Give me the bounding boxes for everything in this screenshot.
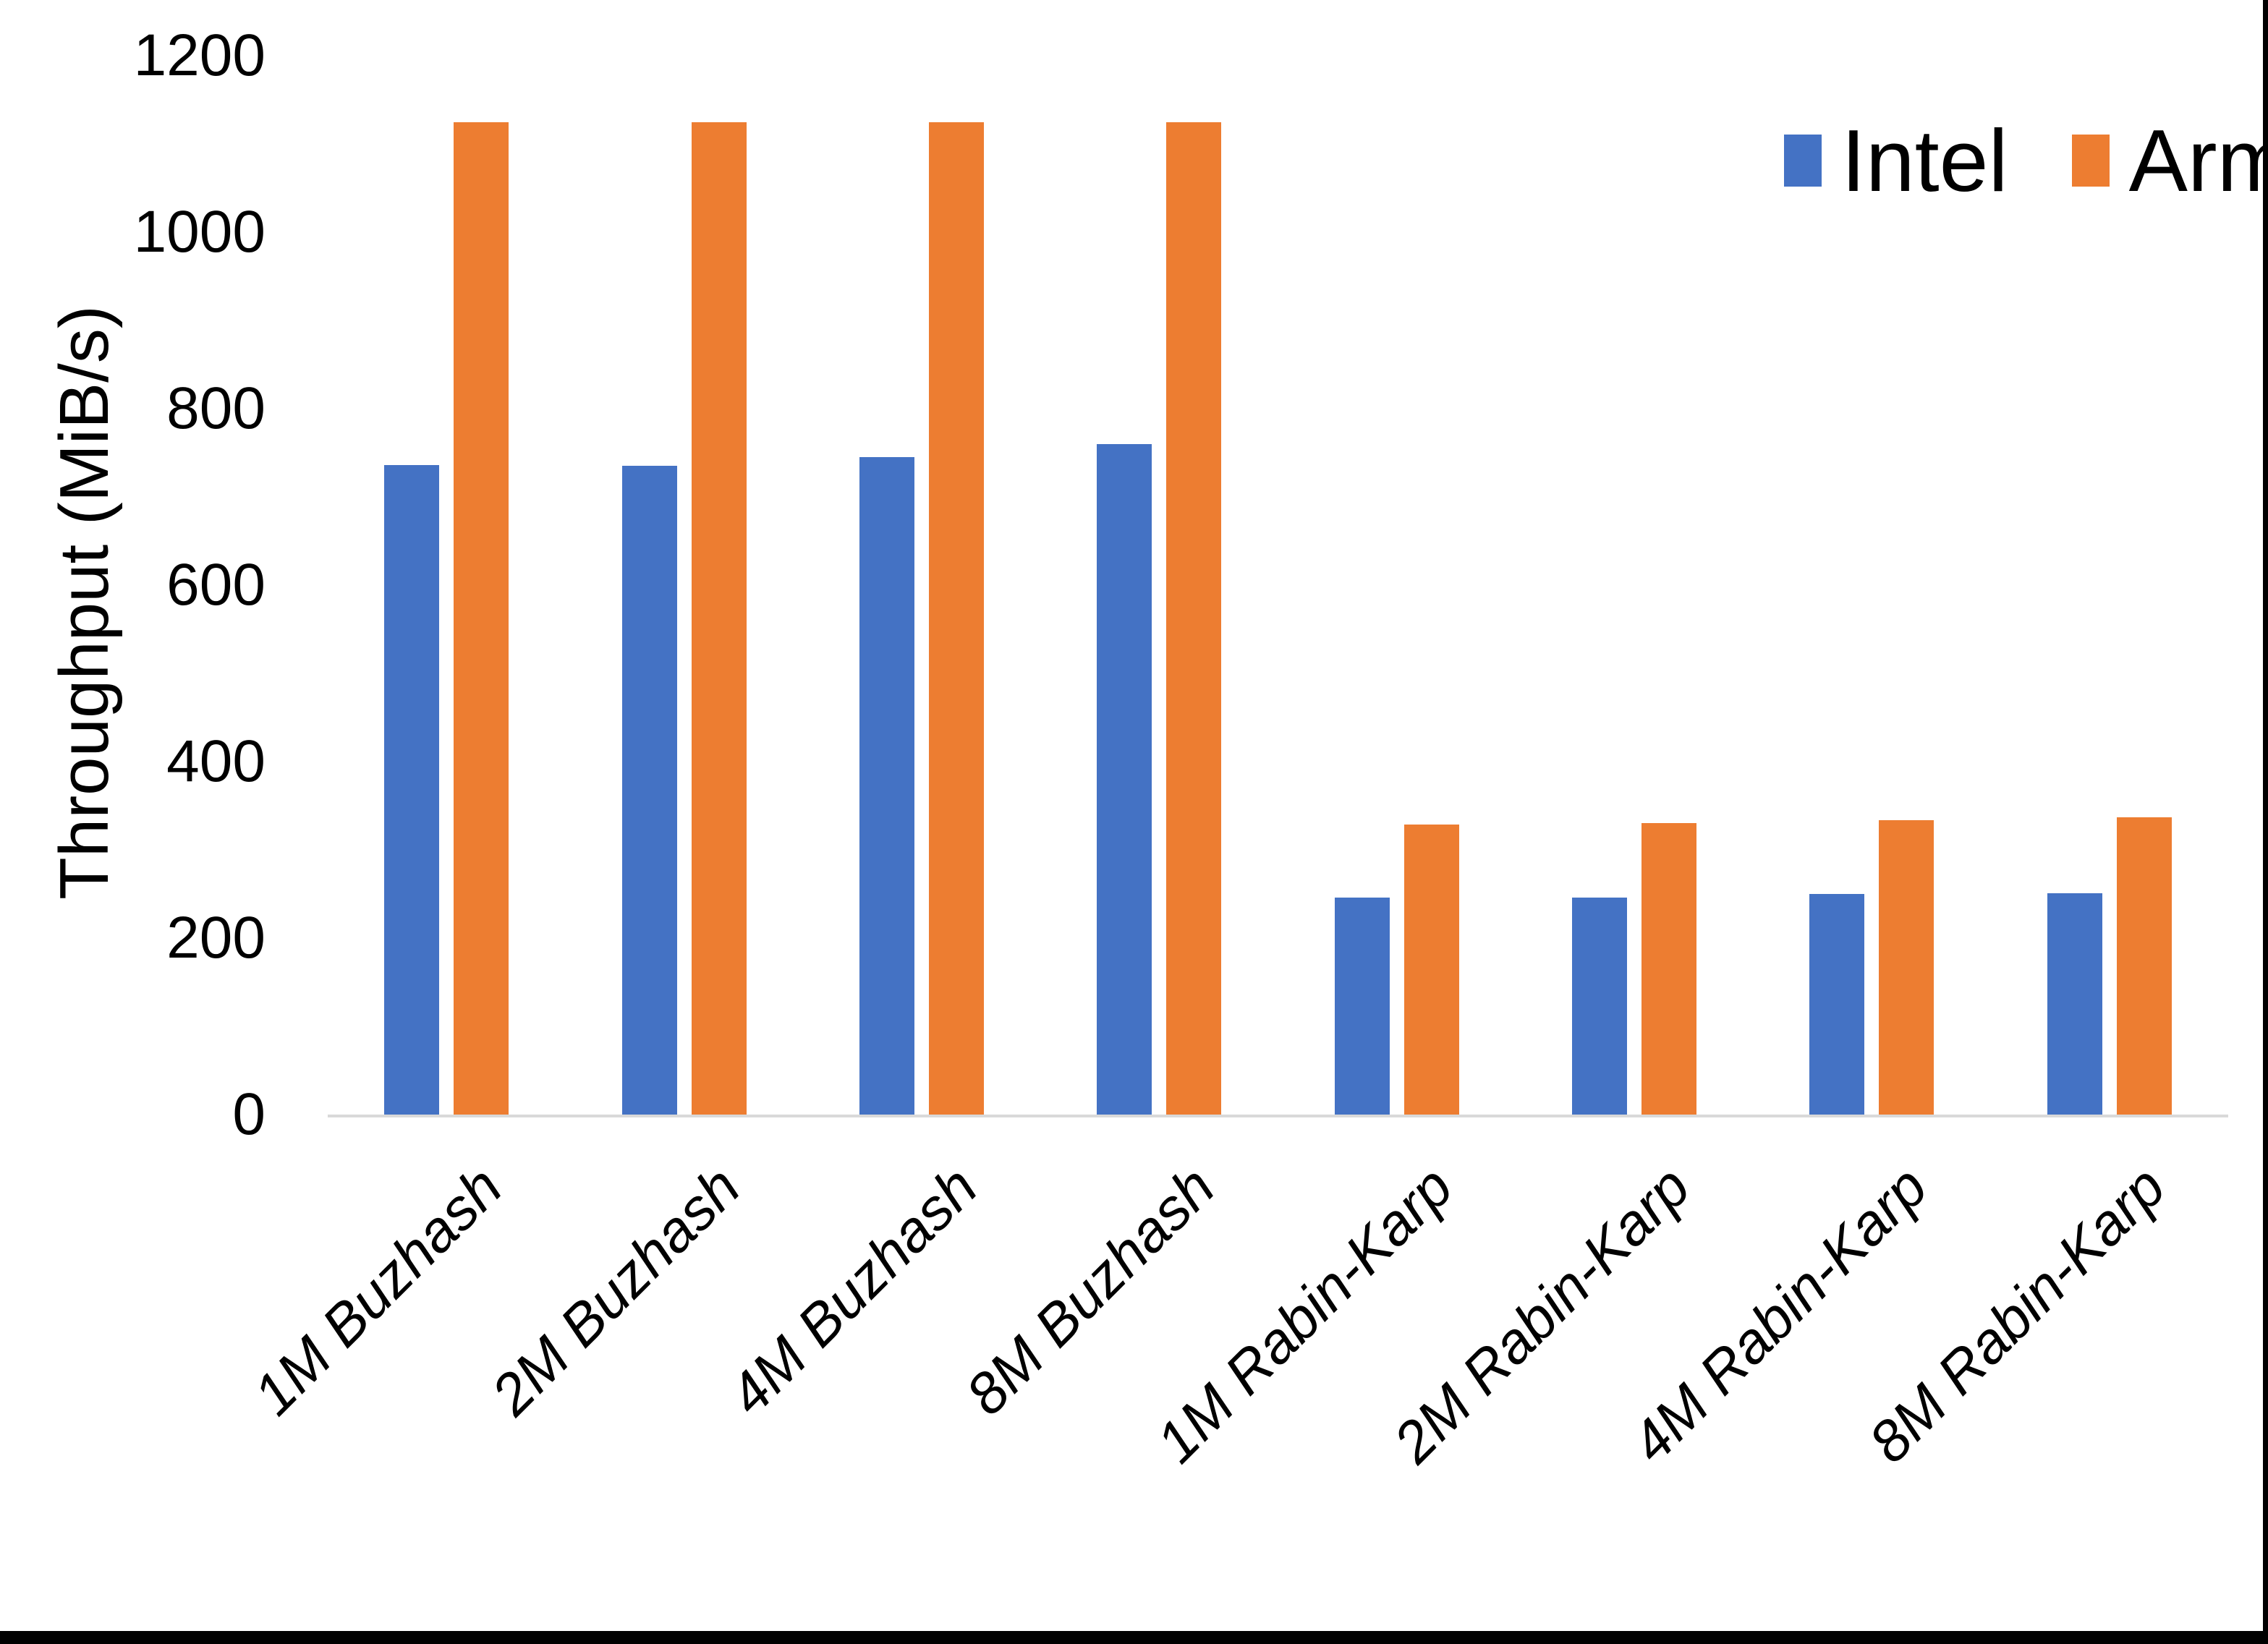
legend-label-intel: Intel [1841,111,2008,210]
legend-label-arm: Arm [2128,111,2268,210]
bar-arm-2m-buzhash [691,122,747,1115]
bar-intel-4m-buzhash [859,457,914,1115]
y-tick-600: 600 [166,552,266,618]
bottom-border [0,1631,2268,1644]
x-label-1m-buzhash: 1M Buzhash [241,1154,514,1428]
y-tick-1200: 1200 [133,22,266,88]
bar-intel-1m-buzhash [384,465,440,1115]
legend: Intel Arm [1784,103,2268,218]
bar-arm-1m-buzhash [454,122,509,1115]
legend-swatch-intel [1784,135,1822,187]
bar-arm-8m-buzhash [1166,122,1222,1115]
bar-intel-1m-rabin-karp [1334,897,1390,1115]
y-tick-0: 0 [232,1081,266,1147]
y-tick-800: 800 [166,375,266,441]
bar-arm-1m-rabin-karp [1403,824,1459,1115]
bar-intel-8m-buzhash [1097,443,1152,1115]
bar-arm-4m-buzhash [928,122,984,1115]
x-axis-line [328,1115,2228,1117]
y-tick-1000: 1000 [133,199,266,265]
right-border [2263,0,2268,1644]
bar-arm-8m-rabin-karp [2116,817,2172,1115]
bar-intel-2m-buzhash [621,466,677,1115]
legend-swatch-arm [2071,135,2110,187]
y-tick-200: 200 [166,905,266,971]
y-tick-400: 400 [166,728,266,794]
bar-arm-4m-rabin-karp [1879,819,1934,1115]
bar-intel-4m-rabin-karp [1809,894,1865,1115]
bar-arm-2m-rabin-karp [1641,823,1697,1115]
bar-intel-2m-rabin-karp [1572,897,1628,1115]
bar-intel-8m-rabin-karp [2047,893,2102,1115]
